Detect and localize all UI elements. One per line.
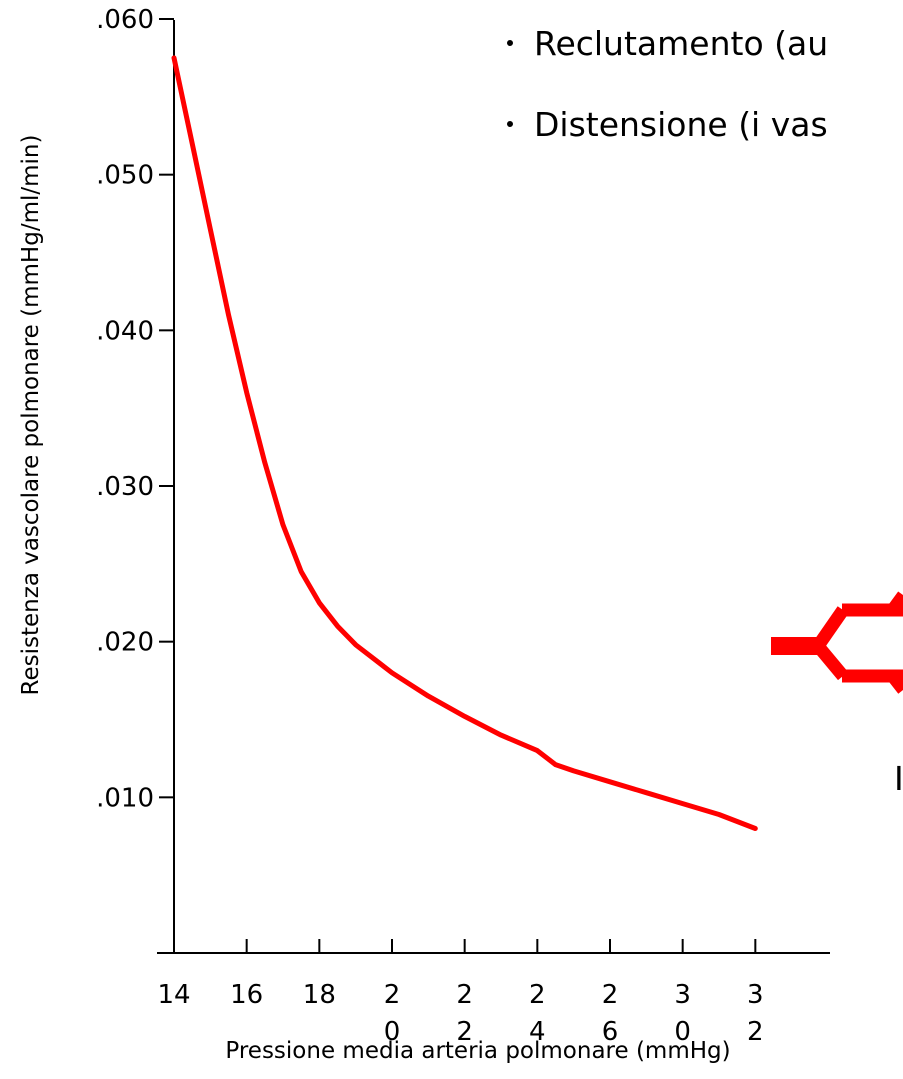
bullet-list: Reclutamento (au Distensione (i vas <box>507 24 828 144</box>
series-layer <box>171 55 758 831</box>
y-tick-label: .050 <box>96 161 154 191</box>
x-axis-title: Pressione media arteria polmonare (mmHg) <box>225 1038 730 1064</box>
x-tick-label: 16 <box>230 980 263 1010</box>
y-axis-title: Resistenza vascolare polmonare (mmHg/ml/… <box>18 135 44 696</box>
bullet-distension: Distensione (i vas <box>534 105 828 144</box>
y-tick-label: .020 <box>96 628 154 658</box>
bullet-dot <box>507 40 513 46</box>
x-tick-label: 2 <box>529 980 546 1010</box>
vessel-lower-edge <box>887 672 903 694</box>
resistance-curve <box>171 55 758 831</box>
x-tick-label: 2 <box>602 980 619 1010</box>
x-tick-label-second-line: 4 <box>529 1017 546 1047</box>
x-tick-label-second-line: 0 <box>674 1017 691 1047</box>
y-tick-label: .060 <box>96 5 154 35</box>
vessel-diagram <box>771 591 903 694</box>
x-tick-label: 3 <box>747 980 764 1010</box>
x-tick-label-second-line: 0 <box>384 1017 401 1047</box>
vessel-upper-branch <box>812 606 849 650</box>
x-tick-label: 2 <box>456 980 473 1010</box>
bullet-recruitment: Reclutamento (au <box>534 24 828 63</box>
cut-off-label: I <box>894 759 903 798</box>
x-tick-label-second-line: 6 <box>602 1017 619 1047</box>
vessel-lower-branch <box>813 641 848 681</box>
y-axis: .060 .050 .040 .030 .020 .010 <box>96 5 175 953</box>
y-tick-label: .010 <box>96 783 154 813</box>
y-tick-label: .040 <box>96 316 154 346</box>
bullet-dot <box>507 121 513 127</box>
x-tick-label-second-line: 2 <box>747 1017 764 1047</box>
x-tick-label: 2 <box>384 980 401 1010</box>
x-tick-label: 14 <box>157 980 190 1010</box>
x-tick-label: 3 <box>674 980 691 1010</box>
x-tick-label-second-line: 2 <box>456 1017 473 1047</box>
y-tick-label: .030 <box>96 472 154 502</box>
vessel-upper-edge <box>887 591 903 614</box>
x-tick-label: 18 <box>303 980 336 1010</box>
